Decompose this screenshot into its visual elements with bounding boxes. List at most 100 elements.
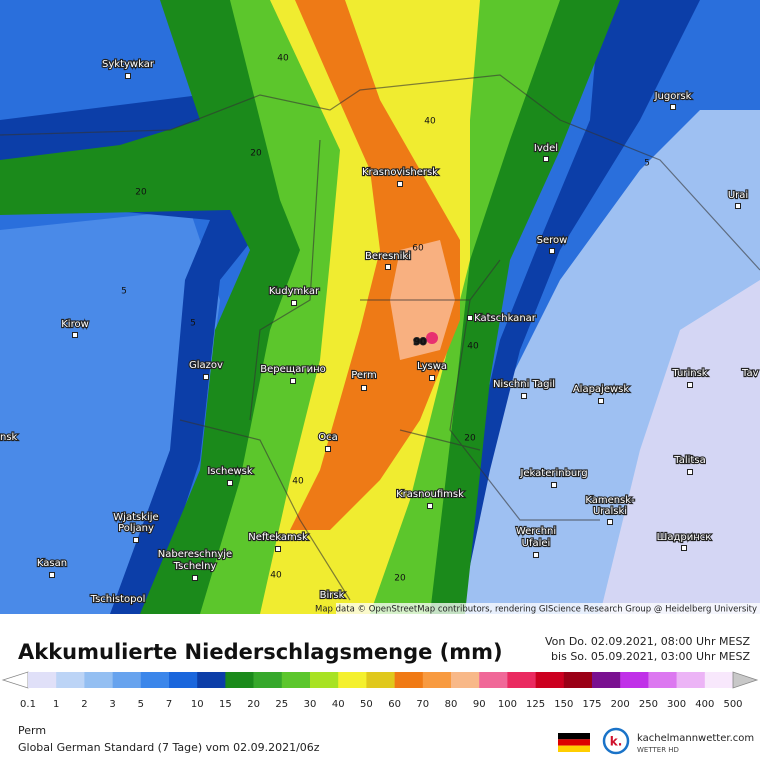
legend-tick-label: 80	[445, 699, 458, 710]
logo-letter: k.	[610, 735, 623, 749]
city-dot	[361, 385, 367, 391]
legend-arrow	[732, 671, 759, 689]
city-dot	[275, 546, 281, 552]
legend-tick-label: 400	[695, 699, 714, 710]
legend-tick-label: 0.1	[20, 699, 36, 710]
legend-swatch	[253, 672, 283, 688]
legend-tick-label: 50	[360, 699, 373, 710]
legend: 0.1 1 2 3 5 7 10 15 20 25 30 40 50 60 70 80 90 100 125 150 1…	[1, 671, 759, 710]
legend-tick-label: 1	[53, 699, 59, 710]
city-label: nsk	[0, 432, 18, 443]
legend-tick-label: 25	[275, 699, 288, 710]
city-dot	[467, 315, 473, 321]
city-label: Krasnoufimsk	[396, 489, 464, 500]
city-dot	[125, 73, 131, 79]
city-label: Neftekamsk	[248, 532, 308, 543]
city-label: Nabereschnyje	[158, 549, 232, 560]
city-label: Tav	[741, 368, 759, 379]
city-label: Werchni	[516, 526, 556, 537]
city-dot	[385, 264, 391, 270]
city-label: Tschistopol	[90, 594, 146, 605]
city-label: Perm	[351, 370, 377, 381]
city-label: Kudymkar	[269, 286, 320, 297]
legend-swatch	[451, 672, 480, 688]
city-label: Ufalei	[522, 538, 551, 549]
city-label: Beresniki	[365, 251, 411, 262]
city-dot	[533, 552, 539, 558]
city-dot	[133, 537, 139, 543]
city-dot	[687, 382, 693, 388]
contour-label: 20	[394, 574, 406, 584]
city-dot	[735, 203, 741, 209]
legend-swatch	[225, 672, 254, 688]
brand-sub: WETTER HD	[637, 746, 679, 754]
legend-tick-label: 20	[247, 699, 260, 710]
contour-label: 5	[190, 319, 196, 329]
contour-label: 5	[121, 287, 127, 297]
city-dot	[72, 332, 78, 338]
city-label: Serow	[537, 235, 568, 246]
legend-tick-label: 175	[582, 699, 601, 710]
legend-swatch	[394, 672, 424, 688]
contour-label: 20	[250, 149, 262, 159]
legend-tick-label: 7	[166, 699, 172, 710]
flag-stripe	[558, 739, 590, 746]
city-dot	[203, 374, 209, 380]
city-label: Urai	[728, 190, 748, 201]
model-run: Global German Standard (7 Tage) vom 02.0…	[18, 741, 320, 754]
city-label: Nischni Tagil	[493, 379, 555, 390]
legend-swatch	[56, 672, 85, 688]
city-dot	[543, 156, 549, 162]
attribution: Map data © OpenStreetMap contributors, r…	[315, 605, 757, 615]
contour-label: 40	[270, 571, 282, 581]
legend-tick-label: 200	[611, 699, 630, 710]
city-dot	[325, 446, 331, 452]
city-dot	[521, 393, 527, 399]
legend-tick-label: 15	[219, 699, 232, 710]
city-dot	[687, 469, 693, 475]
city-label: Ischewsk	[207, 466, 253, 477]
city-label: Birsk	[320, 590, 345, 601]
city-dot	[290, 378, 296, 384]
legend-swatch	[169, 672, 198, 688]
legend-tick-label: 500	[723, 699, 742, 710]
contour-label: 20	[135, 188, 147, 198]
flag	[558, 733, 590, 752]
city-dot	[427, 503, 433, 509]
city-labels: Syktywkar Jugorsk Ivdel Krasnovishersk Urai S…	[0, 58, 760, 606]
legend-swatch	[112, 672, 142, 688]
legend-tick-label: 3	[109, 699, 115, 710]
legend-arrow	[1, 671, 29, 689]
legend-tick-label: 30	[304, 699, 317, 710]
city-dot	[607, 519, 613, 525]
legend-tick-label: 70	[416, 699, 429, 710]
attribution-bg	[336, 603, 760, 614]
legend-swatch	[648, 672, 677, 688]
legend-tick-label: 300	[667, 699, 686, 710]
legend-swatch	[704, 672, 734, 688]
legend-swatch	[422, 672, 452, 688]
legend-tick-label: 10	[191, 699, 204, 710]
legend-swatch	[479, 672, 508, 688]
map: Syktywkar Jugorsk Ivdel Krasnovishersk Urai S…	[0, 0, 760, 615]
city-dot	[49, 572, 55, 578]
city-label: Kamensk-	[585, 495, 635, 506]
city-label: Talitsa	[673, 455, 705, 466]
legend-swatch	[140, 672, 170, 688]
legend-tick-label: 100	[498, 699, 517, 710]
city-label: Kirow	[61, 319, 89, 330]
city-label: Jugorsk	[654, 91, 692, 102]
flag-stripe	[558, 733, 590, 740]
city-label: Kasan	[37, 558, 67, 569]
city-label: Верещагино	[260, 364, 325, 375]
city-label: Шадринск	[657, 532, 712, 543]
legend-swatch	[592, 672, 621, 688]
region-border	[0, 74, 760, 601]
city-label: Krasnovishersk	[362, 167, 438, 178]
legend-tick-label: 5	[138, 699, 144, 710]
city-label: Syktywkar	[102, 59, 155, 70]
title: Akkumulierte Niederschlagsmenge (mm)	[18, 640, 503, 664]
legend-tick-label: 250	[639, 699, 658, 710]
legend-swatch	[281, 672, 311, 688]
